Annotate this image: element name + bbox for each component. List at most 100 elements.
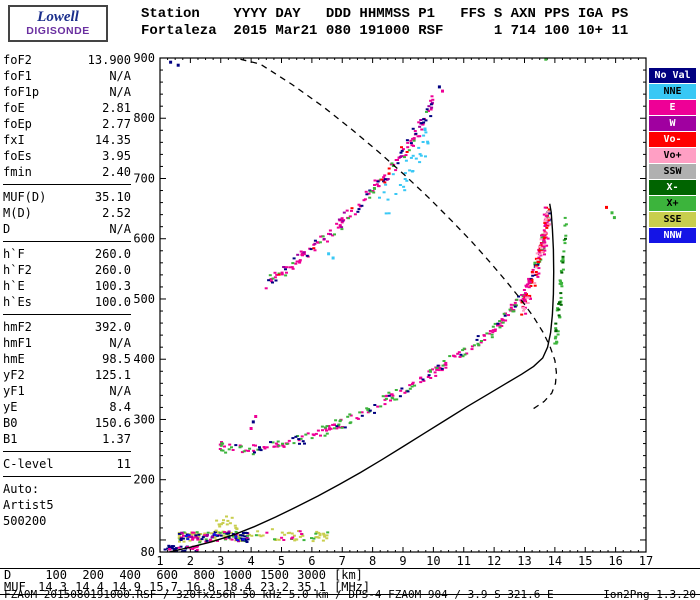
logo-lowell-text: Lowell [37, 9, 79, 25]
param-label: hmE [3, 352, 25, 366]
echo-trace-foF2-asymptote-pink [521, 210, 552, 312]
axis-ticks [159, 57, 647, 552]
svg-text:600: 600 [133, 232, 155, 246]
param-row: h`E 100.3 [3, 278, 131, 294]
param-label: Auto: [3, 482, 40, 496]
table-cell: 35.1 [297, 580, 326, 594]
param-row: yF1 N/A [3, 383, 131, 399]
echo-trace-F-trace-2hop-W [282, 101, 434, 268]
param-row: foF1 N/A [3, 68, 131, 84]
table-row-label: D [4, 568, 12, 582]
logo-digisonde-text: DIGISONDE [26, 25, 90, 37]
echo-scatter [163, 58, 616, 552]
param-label: MUF(D) [3, 190, 47, 204]
param-value: 2.81 [102, 101, 131, 115]
svg-text:10: 10 [426, 554, 440, 568]
parameter-panel: foF2 13.900 foF1 N/A foF1p N/A foE 2.81 foEp 2.77… [3, 52, 133, 537]
echo-trace-F-trace-1hop-E [218, 216, 549, 454]
param-label: B1 [3, 432, 18, 446]
param-row: yE 8.4 [3, 399, 131, 415]
param-label: h`E [3, 279, 25, 293]
param-label: yE [3, 400, 18, 414]
param-label: foEs [3, 149, 32, 163]
echo-trace-Es-layer-NNW [184, 533, 245, 541]
param-label: h`F [3, 247, 25, 261]
legend-item-xm: X- [649, 180, 696, 195]
table-cell: 14.9 [112, 580, 141, 594]
param-label: yF1 [3, 384, 25, 398]
param-value: 150.6 [94, 416, 131, 430]
param-label: h`F2 [3, 263, 32, 277]
profile-dashed-topside [232, 58, 558, 410]
param-label: Artist5 [3, 498, 54, 512]
header-column-titles: Station YYYY DAY DDD HHMMSS P1 FFS S AXN… [141, 6, 629, 22]
param-row: foEs 3.95 [3, 148, 131, 164]
svg-text:1: 1 [156, 554, 163, 568]
param-label: foEp [3, 117, 32, 131]
svg-text:4: 4 [248, 554, 255, 568]
param-row: MUF(D) 35.10 [3, 189, 131, 205]
legend-item-vom: Vo- [649, 132, 696, 147]
param-row: h`F2 260.0 [3, 262, 131, 278]
echo-trace-F-trace-1hop-dark [234, 211, 551, 454]
table-row-label: MUF [4, 580, 26, 594]
param-row: D N/A [3, 221, 131, 237]
svg-text:200: 200 [133, 473, 155, 487]
x-axis-labels: 1 2 3 4 5 6 7 8 9 10 11 12 13 14 15 16 17 [156, 554, 653, 568]
param-label: yF2 [3, 368, 25, 382]
echo-trace-X-branch-darkgreen [554, 237, 567, 333]
param-value: 35.10 [94, 190, 131, 204]
svg-text:7: 7 [339, 554, 346, 568]
param-label: 500200 [3, 514, 47, 528]
lowell-digisonde-logo: Lowell DIGISONDE [8, 5, 108, 42]
param-value: N/A [109, 69, 131, 83]
table-cell: 15.7 [149, 580, 178, 594]
svg-text:2: 2 [187, 554, 194, 568]
param-value: 100.0 [94, 295, 131, 309]
echo-trace-F-trace-2hop-red [277, 146, 409, 276]
param-row: foF1p N/A [3, 84, 131, 100]
table-cell: 600 [156, 568, 178, 582]
svg-text:700: 700 [133, 171, 155, 185]
svg-text:500: 500 [133, 292, 155, 306]
param-value: 2.52 [102, 206, 131, 220]
param-row: fxI 14.35 [3, 132, 131, 148]
param-value: 11 [116, 457, 131, 471]
y-axis-labels: 900 800 700 600 500 400 300 200 80 [133, 51, 155, 559]
echo-trace-F-trace-1hop-Xplus [219, 210, 550, 456]
param-row: yF2 125.1 [3, 367, 131, 383]
svg-text:80: 80 [141, 545, 155, 559]
param-row: fmin 2.40 [3, 164, 131, 180]
table-cell: 1500 [260, 568, 289, 582]
param-value: 1.37 [102, 432, 131, 446]
table-cell: 400 [119, 568, 141, 582]
doppler-direction-legend: No Val NNE E W Vo- Vo+ SSW X- X+ SSE NNW [649, 68, 696, 243]
param-value: 260.0 [94, 263, 131, 277]
param-group: hmF2 392.0 hmF1 N/A hmE 98.5 yF2 125.1 yF1 N/A yE 8… [3, 319, 131, 452]
table-row-d: D 100 200 400 600 800 1000 1500 3000 [km] [4, 569, 700, 581]
param-row: Artist5 [3, 497, 131, 513]
param-label: foF1 [3, 69, 32, 83]
svg-text:16: 16 [608, 554, 622, 568]
svg-text:14: 14 [548, 554, 562, 568]
param-label: B0 [3, 416, 18, 430]
svg-text:9: 9 [399, 554, 406, 568]
echo-trace-F-trace-2hop-E [264, 95, 435, 290]
svg-text:17: 17 [639, 554, 653, 568]
param-row: h`Es 100.0 [3, 294, 131, 310]
echo-trace-Es-spikes-SSE [214, 515, 239, 532]
param-row: M(D) 2.52 [3, 205, 131, 221]
echo-trace-spread-NNE-cyan [378, 127, 430, 215]
svg-text:300: 300 [133, 412, 155, 426]
param-row: B0 150.6 [3, 415, 131, 431]
param-value: 98.5 [102, 352, 131, 366]
svg-text:6: 6 [308, 554, 315, 568]
legend-item-ssw: SSW [649, 164, 696, 179]
table-unit: [MHz] [334, 580, 371, 594]
table-cell: 16.8 [186, 580, 215, 594]
muf-distance-table: D 100 200 400 600 800 1000 1500 3000 [km] MUF 14.3 1… [0, 568, 700, 595]
svg-text:3: 3 [217, 554, 224, 568]
param-row: hmE 98.5 [3, 351, 131, 367]
